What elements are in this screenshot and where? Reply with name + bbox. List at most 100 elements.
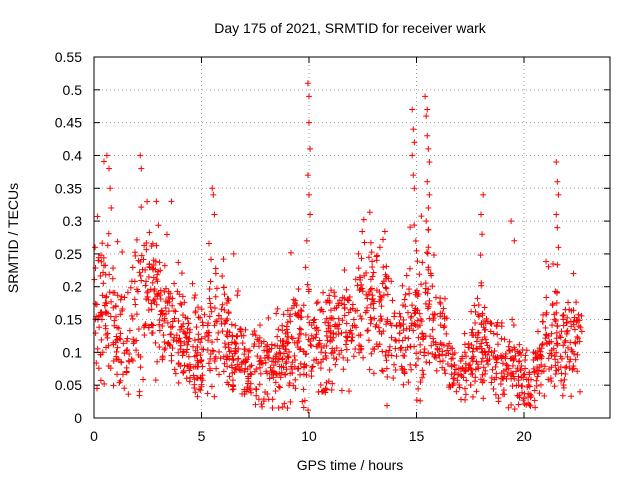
y-tick-label: 0.15	[55, 312, 82, 328]
data-point	[566, 358, 573, 365]
data-point	[297, 371, 304, 378]
data-point	[265, 314, 272, 321]
data-point-peak	[409, 106, 416, 113]
data-point	[304, 281, 311, 288]
data-point	[560, 384, 567, 391]
data-point	[489, 366, 496, 373]
data-point-peak	[479, 231, 486, 238]
data-point	[322, 389, 329, 396]
data-point	[136, 392, 143, 399]
data-point	[173, 332, 180, 339]
data-point	[467, 382, 474, 389]
data-point	[388, 278, 395, 285]
data-point	[259, 403, 266, 410]
data-point	[536, 363, 543, 370]
data-point	[197, 387, 204, 394]
data-point	[245, 348, 252, 355]
data-point	[244, 366, 251, 373]
data-point	[181, 362, 188, 369]
data-point	[173, 338, 180, 345]
data-point	[380, 368, 387, 375]
data-point	[480, 364, 487, 371]
data-point	[513, 368, 520, 375]
data-point	[367, 286, 374, 293]
data-point	[456, 381, 463, 388]
data-point	[190, 372, 197, 379]
data-point	[213, 285, 220, 292]
data-point	[251, 341, 258, 348]
data-point	[499, 360, 506, 367]
data-point	[114, 238, 121, 245]
data-point	[437, 322, 444, 329]
data-point	[110, 265, 117, 272]
data-point	[117, 296, 124, 303]
data-point	[150, 297, 157, 304]
data-point-peak	[108, 204, 115, 211]
data-point	[98, 336, 105, 343]
data-point-peak	[304, 80, 311, 87]
data-point	[536, 390, 543, 397]
data-point	[370, 370, 377, 377]
data-point	[274, 371, 281, 378]
data-point	[503, 361, 510, 368]
data-point	[254, 353, 261, 360]
data-point	[533, 382, 540, 389]
data-point	[259, 360, 266, 367]
data-point	[103, 331, 110, 338]
data-point	[146, 229, 153, 236]
data-point	[307, 338, 314, 345]
data-point	[261, 347, 268, 354]
data-point	[112, 339, 119, 346]
data-point	[378, 367, 385, 374]
data-point	[384, 373, 391, 380]
data-point	[212, 270, 219, 277]
data-point	[104, 334, 111, 341]
data-point	[165, 308, 172, 315]
data-point	[340, 366, 347, 373]
data-point	[281, 371, 288, 378]
data-point	[100, 158, 107, 165]
data-point	[191, 385, 198, 392]
data-point	[284, 307, 291, 314]
data-point-peak	[423, 218, 430, 225]
data-point	[574, 317, 581, 324]
data-point	[246, 347, 253, 354]
data-point	[530, 365, 537, 372]
data-point	[437, 358, 444, 365]
data-point	[270, 362, 277, 369]
data-point	[314, 299, 321, 306]
data-point	[512, 352, 519, 359]
data-point	[450, 375, 457, 382]
data-point	[287, 318, 294, 325]
data-point	[370, 305, 377, 312]
data-point	[392, 336, 399, 343]
data-point	[539, 340, 546, 347]
data-point	[267, 364, 274, 371]
data-point	[197, 358, 204, 365]
data-point	[153, 242, 160, 249]
data-point	[102, 262, 109, 269]
data-point	[352, 346, 359, 353]
data-point	[280, 364, 287, 371]
data-point	[236, 326, 243, 333]
data-point	[97, 351, 104, 358]
data-point-peak	[376, 244, 383, 251]
data-point	[497, 352, 504, 359]
data-point	[507, 355, 514, 362]
data-point	[194, 357, 201, 364]
data-point-peak	[211, 211, 218, 218]
data-point	[460, 374, 467, 381]
data-point	[433, 341, 440, 348]
data-point	[347, 327, 354, 334]
data-point	[106, 289, 113, 296]
data-point	[518, 383, 525, 390]
data-point	[270, 374, 277, 381]
data-point	[317, 365, 324, 372]
data-point	[545, 332, 552, 339]
data-point	[504, 362, 511, 369]
data-point	[228, 362, 235, 369]
data-point	[416, 271, 423, 278]
data-point	[533, 377, 540, 384]
data-point	[382, 348, 389, 355]
data-point	[120, 340, 127, 347]
